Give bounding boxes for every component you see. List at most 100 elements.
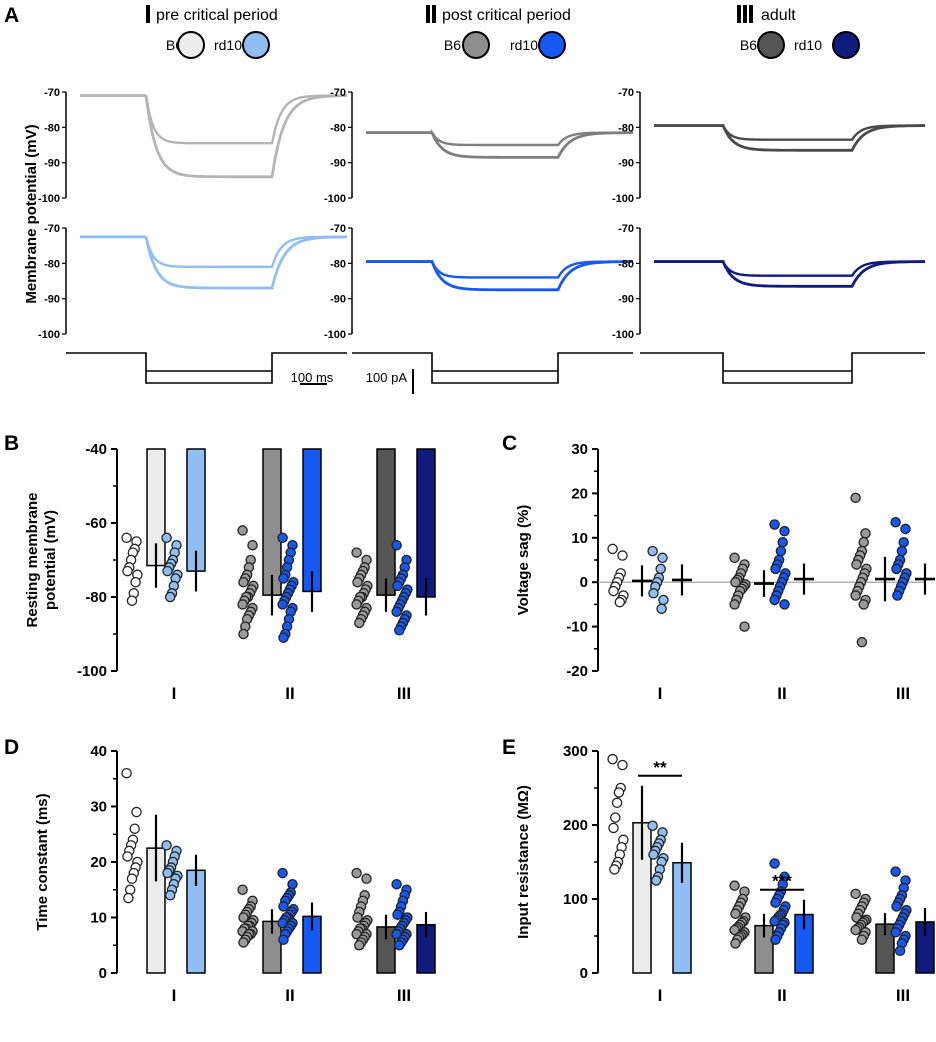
y-tick-label: -60 — [85, 515, 107, 532]
trace-panel-iii-rd10: -70 -80 -90 -100 — [612, 223, 926, 341]
x-category-label: III — [397, 986, 411, 1005]
data-point-rd10 — [769, 519, 780, 530]
trace-y-tick-label: -100 — [38, 193, 60, 205]
data-point-rd10 — [770, 897, 781, 908]
panel-a-traces: -70-80-90-100-70-80-90-100-70-80-90-100-… — [38, 87, 926, 341]
data-point-b6 — [730, 576, 741, 588]
data-point-b6 — [729, 880, 740, 891]
x-category-label: III — [397, 684, 411, 703]
data-point-rd10 — [287, 878, 298, 890]
data-point-rd10 — [391, 539, 402, 551]
data-point-b6 — [238, 912, 249, 923]
group-III: III — [850, 492, 935, 703]
trace-y-tick-label: -70 — [618, 87, 634, 99]
data-point-rd10 — [891, 901, 902, 912]
y-tick-label: 10 — [90, 910, 107, 927]
trace-y-tick-label: -80 — [330, 258, 346, 270]
trace-panel-i-b6: -70 -80 -90 -100 — [38, 87, 348, 205]
y-tick-label: 300 — [563, 743, 588, 760]
data-point-rd10 — [647, 820, 658, 831]
data-point-b6 — [850, 924, 861, 936]
trace-sweep-2 — [366, 131, 634, 159]
trace-sweep-2 — [80, 235, 348, 290]
data-point-rd10 — [647, 545, 658, 557]
trace-y-tick-label: -80 — [618, 258, 634, 270]
group-I: I — [607, 753, 692, 1005]
x-category-label: III — [896, 986, 910, 1005]
trace-y-tick-label: -90 — [44, 158, 60, 170]
legend-swatch-post-b6 — [462, 31, 490, 59]
roman-bar-I — [146, 5, 150, 23]
trace-sweep-2 — [654, 260, 926, 288]
trace-y-tick-label: -80 — [618, 122, 634, 134]
panel-a-label: A — [4, 4, 19, 27]
y-tick-label: 40 — [90, 743, 107, 760]
data-point-rd10 — [890, 517, 901, 528]
trace-y-tick-label: -80 — [44, 122, 60, 134]
data-point-b6 — [860, 528, 871, 539]
trace-panel-ii-b6: -70 -80 -90 -100 — [324, 87, 634, 205]
x-category-label: I — [172, 986, 177, 1005]
data-point-rd10 — [278, 934, 289, 945]
data-point-b6 — [121, 767, 132, 779]
legend-group-I: pre critical period B6 rd10 — [146, 5, 278, 59]
data-point-b6 — [850, 590, 861, 601]
y-axis-label: Input resistance (MΩ) — [515, 785, 532, 939]
protocol-II-outer — [352, 352, 633, 384]
legend-label-rd10: rd10 — [794, 37, 822, 53]
data-point-b6 — [123, 892, 134, 904]
trace-y-tick-label: -70 — [330, 87, 346, 99]
data-point-b6 — [126, 873, 138, 884]
legend-title-III: adult — [761, 7, 796, 24]
x-category-label: II — [777, 684, 786, 703]
data-point-b6 — [856, 636, 868, 648]
data-point-b6 — [351, 547, 362, 558]
trace-y-tick-label: -100 — [612, 193, 634, 205]
legend-label-b6: B6 — [740, 37, 757, 53]
y-tick-label: 0 — [580, 574, 588, 591]
data-point-rd10 — [769, 594, 780, 606]
data-point-b6 — [607, 753, 618, 765]
trace-sweep-1 — [366, 128, 634, 147]
data-point-b6 — [617, 759, 628, 771]
data-point-rd10 — [162, 867, 173, 879]
data-point-b6 — [238, 628, 249, 640]
data-point-b6 — [607, 543, 618, 555]
trace-panel-i-rd10: -70 -80 -90 -100 — [38, 223, 348, 341]
trace-sweep-1 — [654, 260, 926, 277]
data-point-b6 — [351, 599, 362, 610]
x-category-label: II — [285, 986, 294, 1005]
data-point-b6 — [238, 937, 249, 948]
data-point-rd10 — [648, 588, 659, 599]
trace-y-tick-label: -90 — [618, 294, 634, 306]
group-II: II — [729, 858, 814, 1005]
data-point-rd10 — [655, 563, 666, 575]
data-point-b6 — [609, 864, 620, 875]
group-III: III — [850, 866, 935, 1005]
data-point-b6 — [729, 599, 740, 610]
y-tick-label: 10 — [571, 530, 588, 547]
trace-y-tick-label: -100 — [38, 329, 60, 341]
legend-swatch-adult-b6 — [757, 31, 785, 59]
data-point-rd10 — [164, 591, 176, 603]
data-point-b6 — [237, 525, 248, 536]
data-point-rd10 — [278, 573, 289, 584]
legend-swatch-adult-rd10 — [832, 31, 860, 59]
legend-label-b6: B6 — [444, 37, 461, 53]
trace-y-tick-label: -100 — [612, 329, 634, 341]
trace-y-tick-label: -70 — [44, 87, 60, 99]
group-I: I — [121, 448, 206, 703]
group-I: I — [121, 767, 206, 1005]
x-category-label: II — [777, 986, 786, 1005]
y-tick-label: -80 — [85, 589, 107, 606]
group-III: III — [351, 867, 436, 1005]
protocol-III-outer — [640, 352, 925, 384]
trace-sweep-1 — [80, 235, 348, 269]
data-point-rd10 — [161, 840, 172, 851]
data-point-b6 — [729, 924, 740, 936]
data-point-rd10 — [890, 927, 901, 938]
trace-sweep-2 — [80, 94, 348, 179]
bar-rd10 — [416, 448, 436, 598]
data-point-b6 — [124, 884, 136, 896]
